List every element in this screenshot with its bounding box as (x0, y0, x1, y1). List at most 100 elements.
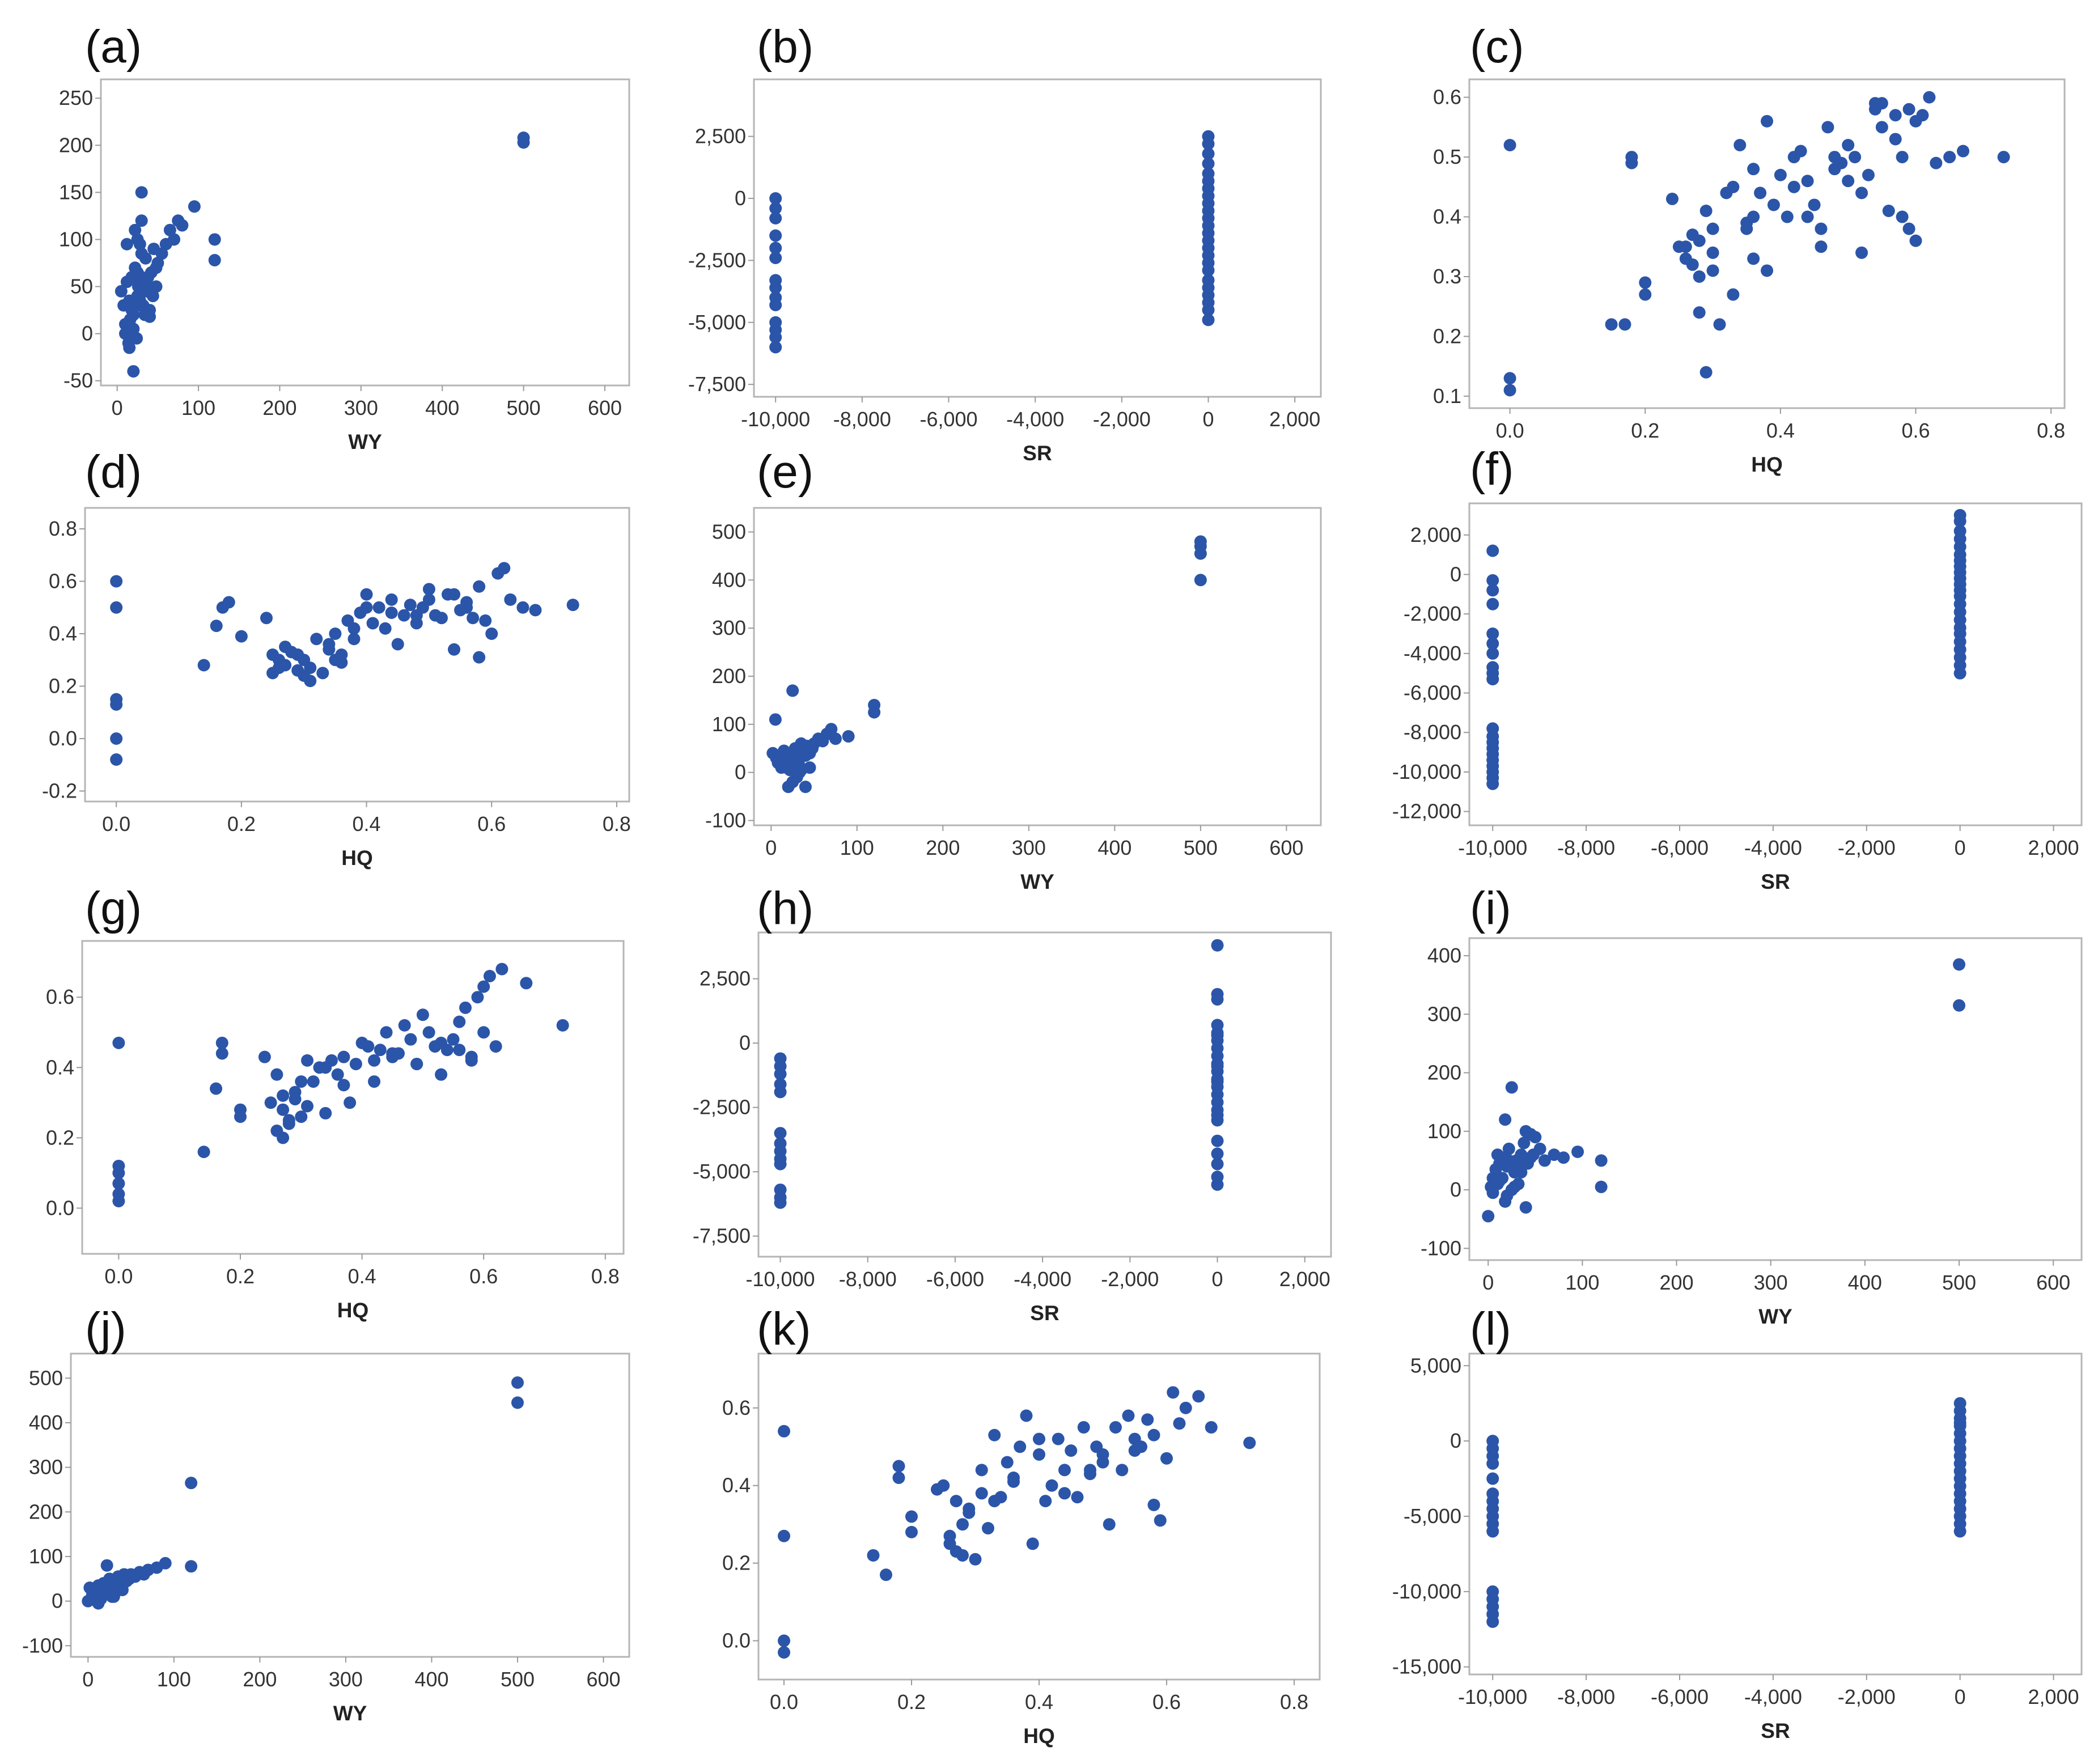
data-point (1595, 1154, 1608, 1167)
data-point (1179, 1401, 1192, 1414)
x-axis-label: WY (333, 1702, 367, 1725)
data-point (422, 593, 435, 606)
data-point (260, 612, 273, 625)
data-point (1953, 1525, 1966, 1538)
scatter-panel: (h) -10,000 -8,000 -6,000 -4,000 -2,000 0 2,000… (693, 883, 1332, 1325)
plot-frame (1468, 1352, 2083, 1676)
data-point (1902, 103, 1915, 116)
data-point (1486, 777, 1499, 790)
data-point (504, 593, 517, 606)
data-point (769, 229, 782, 242)
x-tick-label: 0.0 (1496, 419, 1524, 442)
data-point (362, 1040, 375, 1053)
data-point (1486, 1186, 1499, 1199)
plot-frame (753, 78, 1322, 398)
data-point (1508, 1180, 1521, 1193)
data-point (1801, 175, 1814, 188)
x-tick-label: 0 (1955, 1685, 1966, 1708)
y-tick-label: -5,000 (693, 1160, 751, 1183)
data-point (1202, 137, 1215, 150)
data-point (483, 970, 496, 983)
data-point (1997, 151, 2010, 164)
x-tick-label: -2,000 (1093, 408, 1151, 431)
data-point (1801, 210, 1814, 223)
data-point (1515, 1166, 1528, 1179)
x-tick-label: 0.8 (603, 812, 631, 836)
data-point (1071, 1491, 1084, 1504)
data-point (1486, 1525, 1499, 1538)
data-point (1020, 1409, 1033, 1422)
y-tick-label: -7,500 (693, 1224, 751, 1248)
y-tick-label: 0.0 (46, 1196, 74, 1219)
data-point (1211, 1147, 1224, 1160)
y-tick-label: 400 (712, 568, 746, 591)
scatter-panel: (a) 0 100 200 300 400 500 600 -50 0 50 100 150 200 250… (59, 21, 630, 453)
data-point (410, 1058, 423, 1071)
data-point (769, 212, 782, 224)
data-point (123, 341, 136, 354)
x-tick-label: 400 (1848, 1271, 1882, 1294)
data-point (1862, 168, 1875, 181)
data-point (1889, 133, 1902, 146)
scatter-panel: (k) 0.0 0.2 0.4 0.6 0.8 0.0 0.2 0.4 0.6 HQ (722, 1303, 1321, 1748)
data-point (786, 684, 799, 697)
x-tick-label: -6,000 (1651, 1685, 1709, 1708)
data-point (385, 593, 398, 606)
data-point (1486, 584, 1499, 597)
data-point (1953, 1417, 1966, 1430)
data-point (168, 233, 181, 246)
data-point (235, 630, 248, 643)
data-point (185, 1477, 198, 1490)
y-tick-label: 0.6 (46, 985, 74, 1008)
data-point (774, 1067, 787, 1080)
data-point (1518, 1137, 1531, 1150)
data-point (301, 1100, 314, 1113)
data-point (1815, 240, 1828, 253)
data-point (1557, 1151, 1570, 1164)
data-point (778, 1529, 790, 1542)
plot-frame (70, 1352, 630, 1658)
data-point (1821, 121, 1834, 134)
y-tick-label: 0.2 (46, 1126, 74, 1149)
data-point (1167, 1386, 1180, 1399)
data-point (1486, 647, 1499, 660)
x-tick-label: 200 (243, 1668, 277, 1691)
y-tick-label: 0.6 (1433, 86, 1461, 109)
y-tick-label: 0.4 (722, 1474, 751, 1497)
data-point (1808, 198, 1821, 211)
y-tick-label: 0 (1450, 1429, 1461, 1452)
data-point (1693, 270, 1706, 283)
y-tick-label: -8,000 (1404, 720, 1461, 744)
data-point (1503, 372, 1516, 385)
data-point (460, 601, 473, 614)
data-point (120, 238, 133, 251)
panel-label: (d) (85, 446, 142, 498)
data-point (291, 648, 304, 661)
x-tick-label: -10,000 (1458, 1685, 1527, 1708)
x-tick-label: -8,000 (1557, 836, 1615, 859)
y-tick-label: 200 (712, 664, 746, 688)
y-tick-label: 300 (1427, 1002, 1461, 1025)
data-point (1211, 1157, 1224, 1171)
data-point (1639, 276, 1652, 289)
data-point (892, 1460, 905, 1473)
y-tick-label: 100 (1427, 1120, 1461, 1143)
data-point (100, 1559, 113, 1572)
data-point (1953, 958, 1965, 971)
data-point (155, 247, 168, 260)
y-tick-label: -10,000 (1392, 760, 1461, 783)
data-point (1665, 192, 1679, 205)
data-point (150, 280, 163, 293)
data-point (146, 290, 159, 303)
data-point (471, 991, 484, 1004)
data-point (380, 1026, 393, 1039)
data-point (391, 638, 404, 651)
data-point (404, 599, 417, 612)
data-point (386, 1047, 399, 1060)
x-tick-label: 300 (1012, 836, 1046, 859)
panel-label: (e) (757, 446, 813, 498)
data-point (1693, 306, 1706, 319)
x-tick-label: -4,000 (1014, 1267, 1071, 1291)
y-tick-label: 0 (739, 1031, 751, 1054)
x-tick-label: -6,000 (926, 1267, 984, 1291)
